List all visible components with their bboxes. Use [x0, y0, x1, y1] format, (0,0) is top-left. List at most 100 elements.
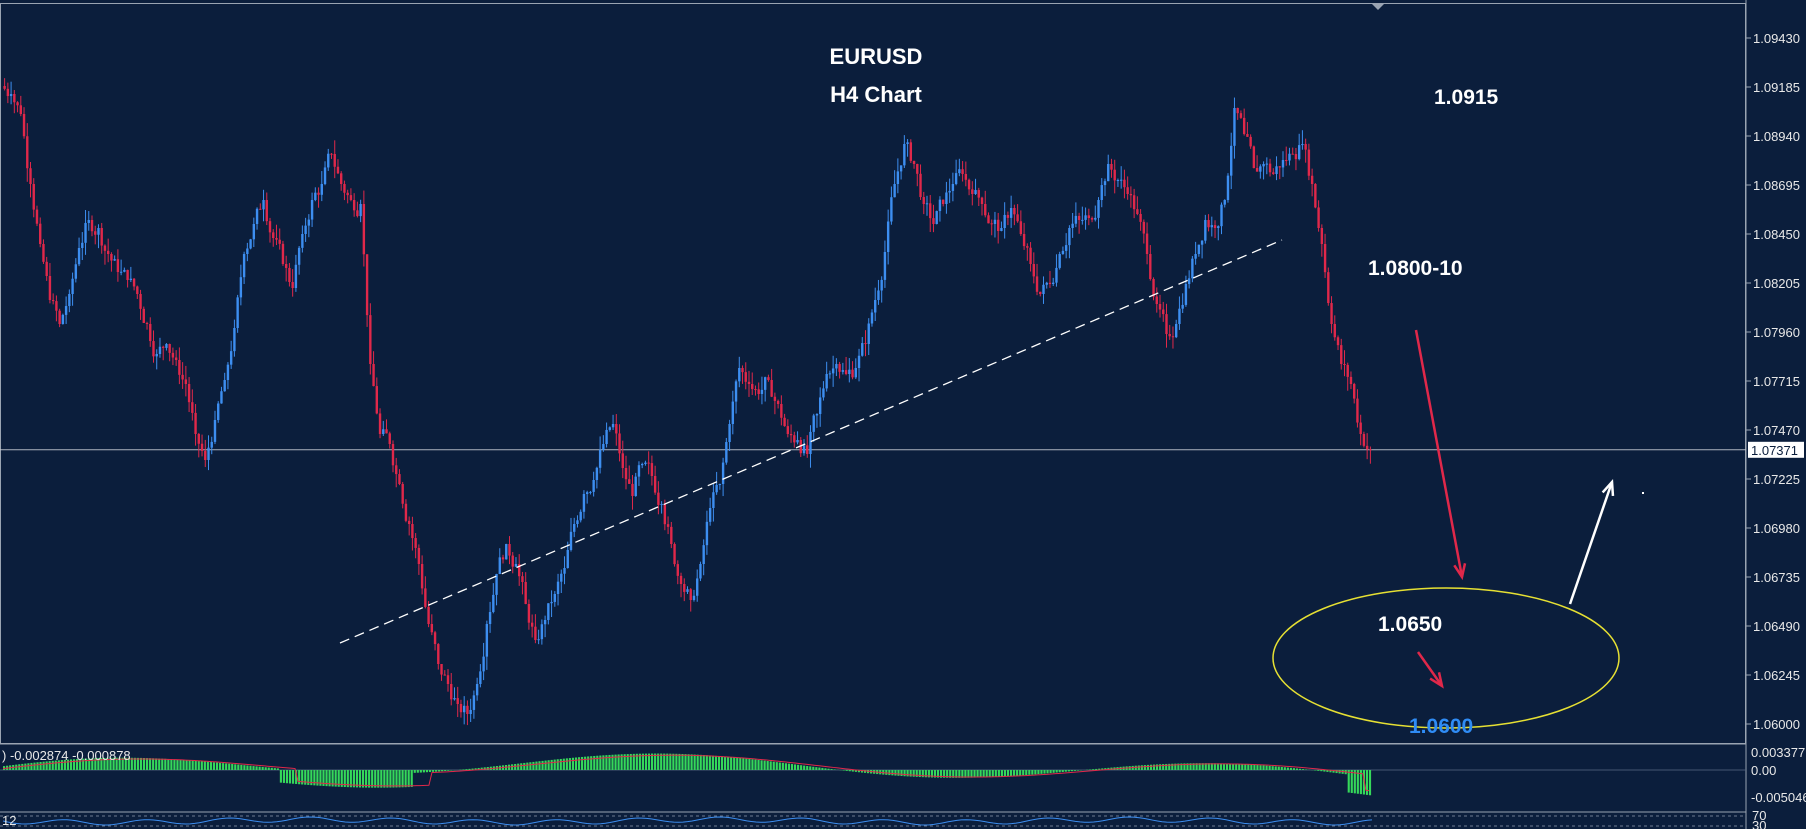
- candle-body: [608, 427, 612, 430]
- macd-bar: [888, 770, 891, 776]
- candle-body: [838, 364, 841, 372]
- candle-body: [90, 220, 94, 232]
- candle-body: [971, 189, 974, 194]
- candle-body: [362, 204, 366, 255]
- macd-bar: [976, 770, 979, 778]
- macd-bar: [191, 760, 194, 770]
- macd-bar: [955, 770, 958, 778]
- candle-body: [168, 344, 171, 353]
- candle-body: [1184, 284, 1188, 305]
- candle-body: [1194, 254, 1197, 259]
- macd-bar: [684, 754, 687, 770]
- candle-body: [1158, 304, 1162, 310]
- candle-body: [352, 200, 356, 211]
- macd-bar: [1061, 770, 1064, 772]
- candle-body: [699, 564, 702, 579]
- candle-body: [844, 370, 848, 374]
- price-tick-label: 1.07960: [1753, 325, 1800, 340]
- macd-bar: [1162, 764, 1165, 770]
- macd-bar: [288, 770, 292, 784]
- candle-body: [369, 315, 372, 364]
- macd-bar: [209, 762, 213, 770]
- macd-bar: [1019, 770, 1022, 776]
- candle-body: [26, 136, 29, 169]
- candle-body: [297, 247, 301, 265]
- arrow-head-icon: [1601, 478, 1615, 497]
- macd-tick-label: 0.003377: [1751, 745, 1805, 760]
- macd-bar: [1274, 766, 1277, 770]
- candle-body: [922, 197, 925, 204]
- macd-bar: [979, 770, 982, 778]
- candle-body: [310, 200, 314, 220]
- candle-body: [505, 544, 508, 560]
- candle-body: [1333, 324, 1336, 338]
- candle-body: [1349, 376, 1353, 384]
- candle-body: [919, 173, 922, 198]
- candle-body: [712, 492, 715, 508]
- macd-bar: [818, 767, 821, 770]
- price-tick-label: 1.08205: [1753, 276, 1800, 291]
- macd-bar: [1207, 763, 1210, 770]
- candle-body: [239, 277, 243, 298]
- candle-body: [585, 492, 589, 494]
- candle-body: [1356, 398, 1359, 423]
- macd-bar: [1280, 766, 1283, 770]
- candle-body: [1006, 214, 1010, 218]
- shift-marker-icon[interactable]: [1372, 4, 1384, 10]
- candle-body: [61, 314, 65, 324]
- candle-body: [1268, 163, 1272, 173]
- macd-bar: [1146, 764, 1150, 770]
- candle-body: [874, 300, 877, 313]
- candle-body: [1113, 169, 1116, 181]
- candle-body: [249, 239, 252, 249]
- candle-body: [611, 424, 615, 428]
- macd-bar: [377, 770, 380, 788]
- macd-bar: [1277, 766, 1280, 770]
- candle-body: [524, 582, 527, 604]
- candle-body: [631, 483, 634, 496]
- candle-body: [492, 594, 495, 613]
- macd-bar: [27, 763, 30, 770]
- candle-body: [1191, 258, 1194, 279]
- candle-body: [1087, 215, 1091, 218]
- rsi-tick-label: 70: [1752, 808, 1766, 823]
- macd-bar: [918, 770, 921, 778]
- macd-bar: [355, 770, 359, 788]
- candle-body: [806, 445, 809, 454]
- candle-body: [1110, 164, 1113, 170]
- candle-body: [1045, 282, 1048, 285]
- candle-body: [340, 173, 343, 184]
- macd-bar: [654, 753, 657, 770]
- candle-body: [1152, 279, 1155, 297]
- current-price-box: [1748, 441, 1804, 458]
- macd-bar: [386, 770, 389, 788]
- candle-body: [1362, 434, 1366, 446]
- candle-body: [1297, 145, 1301, 160]
- candle-body: [71, 278, 74, 294]
- macd-bar: [231, 764, 234, 770]
- macd-bar: [1326, 770, 1329, 772]
- macd-bar: [754, 759, 757, 770]
- candle-body: [323, 167, 327, 184]
- candle-body: [213, 420, 217, 442]
- macd-bar: [632, 753, 635, 770]
- candle-body: [835, 364, 838, 369]
- macd-bar: [1244, 764, 1247, 770]
- candle-body: [621, 453, 624, 468]
- candle-body: [896, 171, 900, 184]
- macd-bar: [63, 759, 66, 770]
- macd-bar: [891, 770, 894, 776]
- macd-bar: [69, 759, 73, 770]
- candle-body: [68, 294, 71, 307]
- candle-body: [958, 169, 961, 174]
- macd-bar: [252, 766, 255, 770]
- candle-body: [343, 184, 346, 193]
- candle-body: [799, 440, 802, 454]
- candle-body: [1217, 226, 1220, 228]
- candle-body: [278, 239, 281, 244]
- macd-bar: [88, 758, 91, 770]
- candle-body: [547, 603, 550, 620]
- candle-body: [886, 221, 890, 252]
- candle-body: [916, 164, 919, 174]
